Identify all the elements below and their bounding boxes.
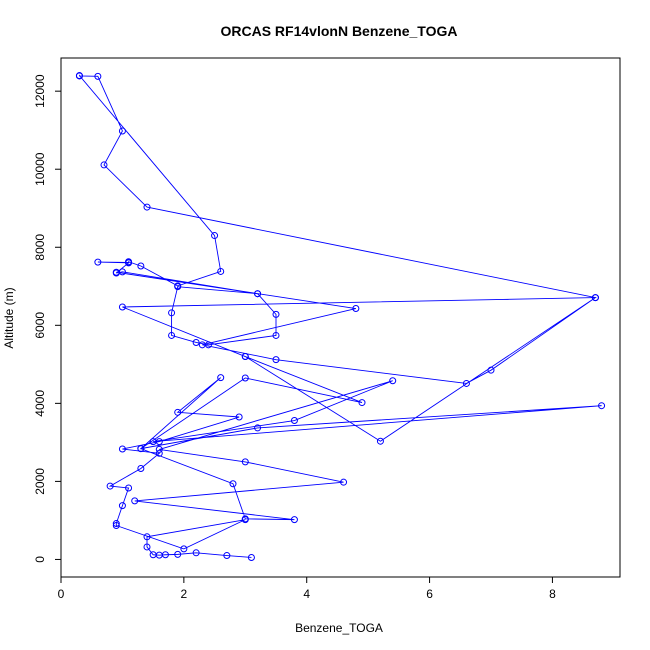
data-point [254,290,262,298]
data-point [352,305,360,313]
data-point [217,374,225,382]
data-point [217,267,225,275]
data-point [137,262,145,270]
data-point [198,341,206,349]
y-tick-label: 8000 [33,234,47,261]
data-point [118,127,126,135]
y-tick-label: 12000 [33,74,47,108]
data-point [290,417,298,425]
data-point [155,445,163,453]
x-tick-label: 2 [181,587,188,601]
data-point [192,338,200,346]
data-point [462,379,470,387]
data-point [149,551,157,559]
data-point [241,515,249,523]
data-point [211,232,219,240]
y-tick-label: 4000 [33,390,47,417]
data-point [125,484,133,492]
x-axis-label: Benzene_TOGA [295,621,383,635]
data-point [168,309,176,317]
data-point [100,161,108,169]
data-point [112,268,120,276]
series-layer [75,72,606,561]
data-point [223,552,231,560]
data-point [235,413,243,421]
x-tick-label: 0 [58,587,65,601]
data-point [272,310,280,318]
data-point [487,366,495,374]
data-point [290,516,298,524]
data-point [358,399,366,407]
data-point [174,408,182,416]
y-tick-label: 0 [33,556,47,563]
data-point [254,424,262,432]
data-point [149,438,157,446]
x-tick-label: 6 [426,587,433,601]
data-point [75,72,83,80]
data-point [94,258,102,266]
data-point [118,303,126,311]
data-point [241,374,249,382]
data-point [131,497,139,505]
data-point [598,402,606,410]
data-point [272,356,280,364]
data-point [241,353,249,361]
data-point [247,553,255,561]
data-point [112,520,120,528]
data-point [389,377,397,385]
data-point [174,283,182,291]
data-point [106,482,114,490]
x-tick-label: 4 [303,587,310,601]
data-point [118,502,126,510]
chart-title: ORCAS RF14vlonN Benzene_TOGA [220,23,457,39]
data-point [180,545,188,553]
data-point [192,549,200,557]
x-axis: 0 2 4 6 8 [58,576,556,601]
y-tick-label: 10000 [33,152,47,186]
data-point [155,449,163,457]
data-point [376,437,384,445]
data-point [112,521,120,529]
data-point [118,445,126,453]
y-axis: 0 2000 4000 6000 8000 10000 12000 [33,74,62,563]
data-point [125,259,133,267]
y-axis-label: Altitude (m) [2,287,16,348]
data-point [241,458,249,466]
data-point [340,478,348,486]
plot-frame [60,57,621,578]
data-point [174,550,182,558]
y-tick-label: 2000 [33,468,47,495]
data-point [591,294,599,302]
data-point [143,543,151,551]
data-point [137,445,145,453]
data-point [272,331,280,339]
data-point [143,533,151,541]
y-tick-label: 6000 [33,312,47,339]
data-point [143,203,151,211]
data-point [229,480,237,488]
data-point [94,72,102,80]
data-point [168,331,176,339]
x-tick-label: 8 [549,587,556,601]
series-line [78,74,602,558]
data-point [137,465,145,473]
